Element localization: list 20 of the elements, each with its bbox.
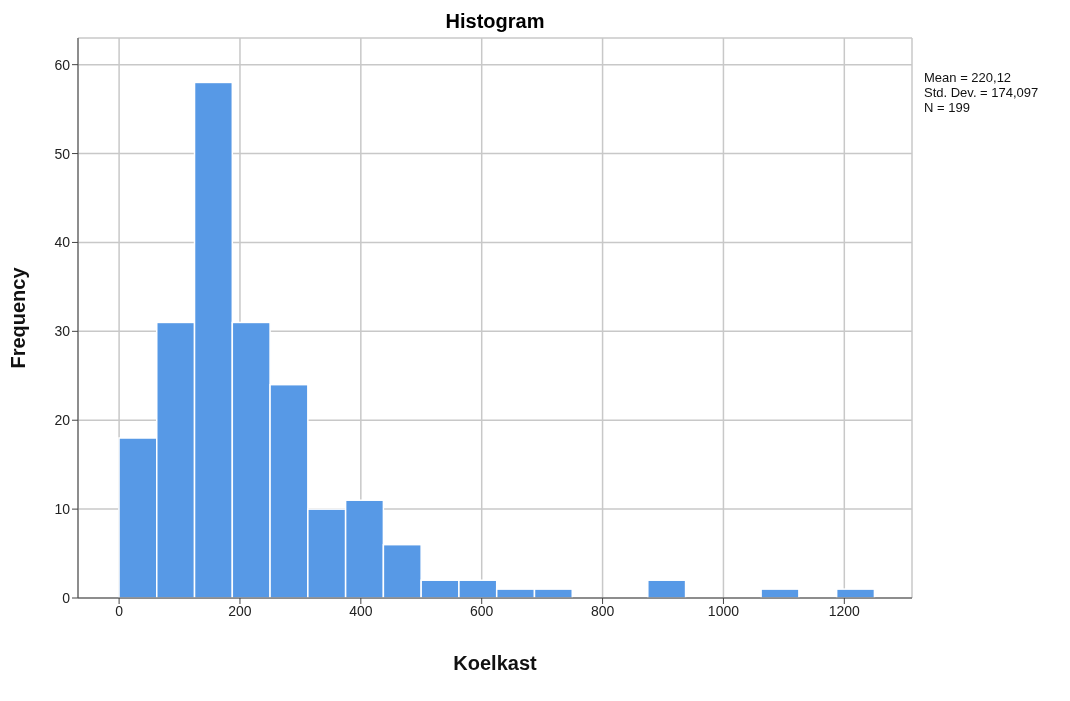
chart-title: Histogram	[444, 10, 546, 33]
x-tick-label: 200	[228, 602, 252, 619]
x-axis-title: Koelkast	[453, 652, 538, 674]
y-tick-label: 40	[54, 234, 71, 251]
x-tick-label: 1000	[707, 602, 740, 619]
x-tick-label: 600	[470, 602, 494, 619]
y-tick-label: 50	[54, 145, 71, 162]
x-tick-label: 800	[590, 602, 615, 619]
y-axis-title: Frequency	[7, 266, 30, 369]
x-tick-label: 1200	[828, 602, 861, 619]
y-tick-label: 60	[54, 56, 71, 73]
y-tick-label: 0	[62, 589, 71, 606]
text: Std. Dev. = 174,097	[924, 85, 1039, 100]
text: Mean = 220,12	[924, 70, 1013, 85]
y-tick-label: 20	[54, 412, 71, 429]
y-tick-label: 10	[54, 501, 71, 518]
text: N = 199	[924, 100, 971, 115]
y-tick-label: 30	[54, 323, 71, 340]
x-tick-label: 400	[349, 602, 373, 619]
x-tick-label: 0	[115, 602, 124, 619]
